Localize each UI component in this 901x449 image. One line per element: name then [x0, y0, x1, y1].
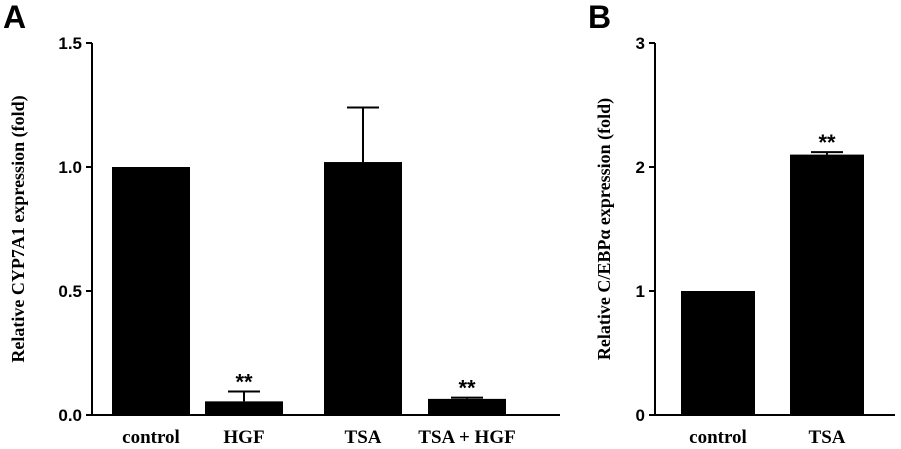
chart-b-y-tick-label: 2: [636, 158, 645, 177]
chart-a-y-axis-title: Relative CYP7A1 expression (fold): [8, 95, 29, 362]
chart-a-category-label: HGF: [223, 427, 264, 448]
chart-b-y-tick-label: 1: [636, 282, 645, 301]
chart-a-bar-control: [112, 167, 190, 415]
chart-a-significance-label: **: [458, 376, 476, 401]
panel-b-letter: B: [588, 0, 611, 35]
chart-a: 0.0 0.5 1.0 1.5 Relative CYP7A1 expression (…: [8, 34, 560, 448]
chart-a-y-tick-label: 1.5: [58, 34, 82, 53]
chart-a-bar-tsa: [324, 162, 402, 415]
panel-a-letter: A: [3, 0, 26, 35]
chart-b-y-tick-label: 0: [636, 406, 645, 425]
chart-a-significance-label: **: [235, 369, 253, 394]
chart-b-y-tick-label: 3: [636, 34, 645, 53]
chart-b-bar-control: [681, 291, 755, 415]
chart-a-category-label: TSA: [345, 427, 382, 448]
chart-a-y-tick-label: 1.0: [58, 158, 82, 177]
chart-b-category-label: TSA: [809, 427, 846, 448]
chart-b: 0 1 2 3 Relative C/EBPα expression (fold) con…: [594, 34, 895, 448]
chart-a-bar-hgf: [205, 401, 283, 415]
chart-a-category-label: control: [122, 427, 180, 448]
chart-a-y-tick-label: 0.0: [58, 406, 82, 425]
chart-a-category-label: TSA + HGF: [418, 427, 515, 448]
chart-b-y-axis-title: Relative C/EBPα expression (fold): [594, 98, 615, 360]
chart-b-significance-label: **: [818, 130, 836, 155]
chart-b-category-label: control: [689, 427, 747, 448]
chart-a-bar-tsa-hgf: [428, 398, 506, 415]
chart-a-y-tick-label: 0.5: [58, 282, 82, 301]
chart-b-bar-tsa: [790, 154, 864, 415]
